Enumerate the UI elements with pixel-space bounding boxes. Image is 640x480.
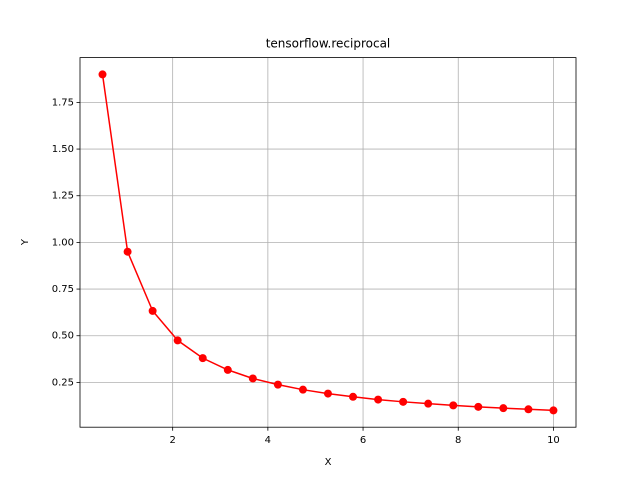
marker (424, 399, 433, 408)
y-axis-label: Y (20, 238, 31, 246)
y-tick-label: 1.50 (52, 144, 74, 155)
plot-frame (79, 57, 577, 428)
y-tick-label: 1.00 (52, 237, 74, 248)
x-tick-label: 2 (169, 435, 175, 446)
marker (148, 306, 157, 315)
y-tick-label: 0.25 (52, 377, 74, 388)
x-tick-label: 10 (547, 435, 560, 446)
marker (173, 336, 182, 345)
marker (123, 247, 132, 256)
chart-title: tensorflow.reciprocal (266, 37, 391, 51)
marker (198, 354, 207, 363)
marker (474, 402, 483, 411)
x-axis-label: X (325, 457, 332, 468)
y-tick-label: 0.50 (52, 331, 74, 342)
y-tick-label: 1.75 (52, 97, 74, 108)
marker (248, 374, 257, 383)
y-tick-label: 1.25 (52, 191, 74, 202)
marker (449, 401, 458, 410)
x-tick-label: 6 (360, 435, 366, 446)
marker (298, 385, 307, 394)
marker (349, 392, 358, 401)
y-tick-label: 0.75 (52, 284, 74, 295)
x-tick-label: 8 (455, 435, 461, 446)
marker (399, 397, 408, 406)
marker (98, 70, 107, 79)
marker (223, 365, 232, 374)
marker (273, 380, 282, 389)
marker (499, 404, 508, 413)
marker (549, 406, 558, 415)
marker (524, 405, 533, 414)
x-tick-label: 4 (265, 435, 271, 446)
marker (323, 389, 332, 398)
marker (374, 395, 383, 404)
